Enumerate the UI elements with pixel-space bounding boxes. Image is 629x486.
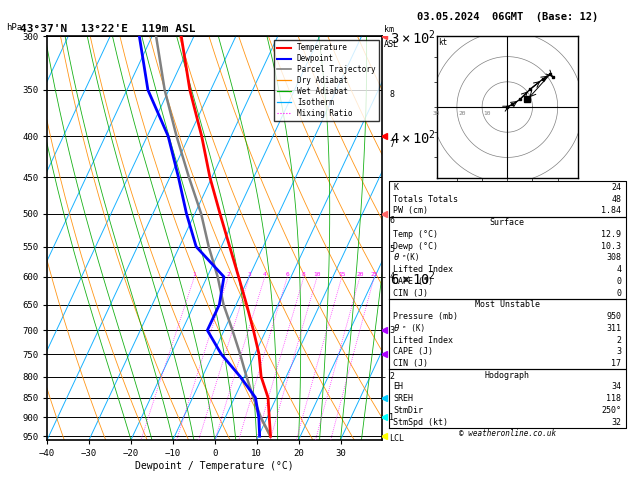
Text: 17: 17 bbox=[611, 359, 621, 368]
Text: Temp (°C): Temp (°C) bbox=[394, 230, 438, 239]
Text: Hodograph: Hodograph bbox=[485, 371, 530, 380]
Text: 48: 48 bbox=[611, 194, 621, 204]
Text: kt: kt bbox=[438, 38, 447, 47]
Text: 8: 8 bbox=[389, 90, 394, 99]
Text: θ: θ bbox=[394, 253, 399, 262]
Text: Pressure (mb): Pressure (mb) bbox=[394, 312, 459, 321]
Text: 10.3: 10.3 bbox=[601, 242, 621, 251]
Text: 308: 308 bbox=[606, 253, 621, 262]
Text: 25: 25 bbox=[370, 272, 378, 277]
Text: ᵉ (K): ᵉ (K) bbox=[402, 324, 425, 333]
Text: 6: 6 bbox=[389, 216, 394, 225]
Text: 311: 311 bbox=[606, 324, 621, 333]
Text: ᵉ(K): ᵉ(K) bbox=[402, 253, 420, 262]
Text: 34: 34 bbox=[611, 382, 621, 392]
Text: 3: 3 bbox=[389, 326, 394, 335]
Text: PW (cm): PW (cm) bbox=[394, 207, 428, 215]
Text: CIN (J): CIN (J) bbox=[394, 289, 428, 297]
Text: θ: θ bbox=[394, 324, 399, 333]
Text: 3: 3 bbox=[616, 347, 621, 356]
Text: EH: EH bbox=[394, 382, 403, 392]
Legend: Temperature, Dewpoint, Parcel Trajectory, Dry Adiabat, Wet Adiabat, Isotherm, Mi: Temperature, Dewpoint, Parcel Trajectory… bbox=[274, 40, 379, 121]
Text: 0: 0 bbox=[616, 289, 621, 297]
Text: 1: 1 bbox=[389, 413, 394, 422]
Text: ASL: ASL bbox=[384, 39, 399, 49]
X-axis label: Dewpoint / Temperature (°C): Dewpoint / Temperature (°C) bbox=[135, 461, 294, 470]
Text: StmSpd (kt): StmSpd (kt) bbox=[394, 417, 448, 427]
Text: 1: 1 bbox=[192, 272, 196, 277]
Text: 15: 15 bbox=[338, 272, 345, 277]
Text: 4: 4 bbox=[263, 272, 267, 277]
Text: 3: 3 bbox=[247, 272, 251, 277]
Text: SREH: SREH bbox=[394, 394, 413, 403]
Text: Surface: Surface bbox=[490, 218, 525, 227]
Text: 250°: 250° bbox=[601, 406, 621, 415]
Text: 950: 950 bbox=[606, 312, 621, 321]
Text: 4: 4 bbox=[389, 272, 394, 281]
Text: 43°37'N  13°22'E  119m ASL: 43°37'N 13°22'E 119m ASL bbox=[20, 24, 196, 35]
Text: CIN (J): CIN (J) bbox=[394, 359, 428, 368]
Text: 24: 24 bbox=[611, 183, 621, 192]
Text: 03.05.2024  06GMT  (Base: 12): 03.05.2024 06GMT (Base: 12) bbox=[416, 12, 598, 22]
Text: 6: 6 bbox=[286, 272, 289, 277]
Text: StmDir: StmDir bbox=[394, 406, 423, 415]
Text: Lifted Index: Lifted Index bbox=[394, 335, 454, 345]
Text: Most Unstable: Most Unstable bbox=[475, 300, 540, 309]
Text: CAPE (J): CAPE (J) bbox=[394, 347, 433, 356]
Text: 10: 10 bbox=[313, 272, 321, 277]
Text: 30: 30 bbox=[433, 111, 440, 116]
Text: 20: 20 bbox=[356, 272, 364, 277]
Text: 0: 0 bbox=[616, 277, 621, 286]
Text: 7: 7 bbox=[389, 140, 394, 149]
Text: 10: 10 bbox=[483, 111, 491, 116]
Text: 32: 32 bbox=[611, 417, 621, 427]
Text: 5: 5 bbox=[389, 245, 394, 254]
Text: 20: 20 bbox=[458, 111, 465, 116]
Text: 12.9: 12.9 bbox=[601, 230, 621, 239]
Text: 2: 2 bbox=[616, 335, 621, 345]
Text: CAPE (J): CAPE (J) bbox=[394, 277, 433, 286]
Text: 2: 2 bbox=[226, 272, 230, 277]
Text: Lifted Index: Lifted Index bbox=[394, 265, 454, 274]
Text: K: K bbox=[394, 183, 398, 192]
Text: 118: 118 bbox=[606, 394, 621, 403]
Text: 1.84: 1.84 bbox=[601, 207, 621, 215]
Text: hPa: hPa bbox=[6, 22, 23, 32]
Text: 4: 4 bbox=[616, 265, 621, 274]
Text: LCL: LCL bbox=[389, 434, 404, 443]
Text: 2: 2 bbox=[389, 372, 394, 381]
Text: km: km bbox=[384, 25, 394, 34]
Text: © weatheronline.co.uk: © weatheronline.co.uk bbox=[459, 430, 556, 438]
Text: Totals Totals: Totals Totals bbox=[394, 194, 459, 204]
Text: 8: 8 bbox=[302, 272, 306, 277]
Text: Dewp (°C): Dewp (°C) bbox=[394, 242, 438, 251]
